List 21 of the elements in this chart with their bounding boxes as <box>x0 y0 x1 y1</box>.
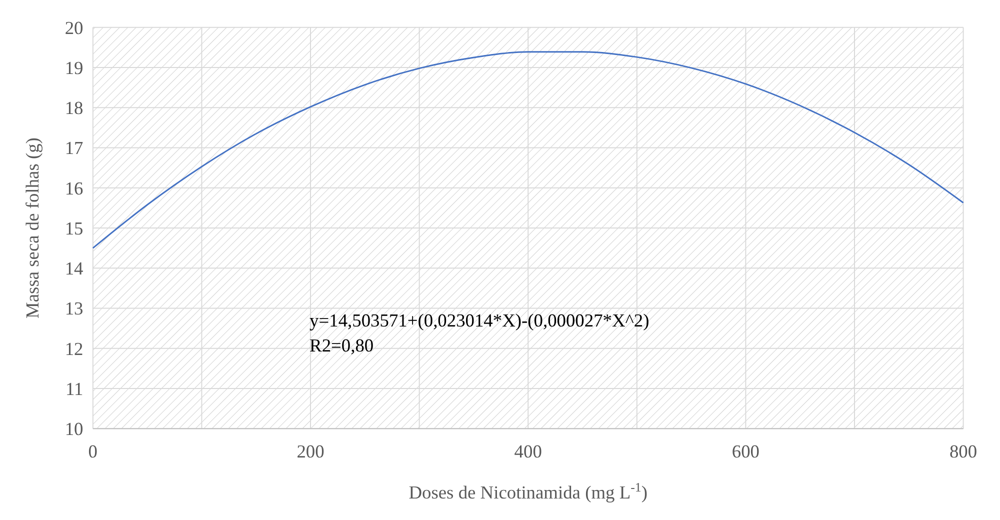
y-tick-label: 18 <box>64 98 84 118</box>
y-tick-label: 16 <box>64 178 84 198</box>
x-axis-title: Doses de Nicotinamida (mg L$^{-1}$) <box>408 480 648 502</box>
y-tick-label: 11 <box>65 378 84 399</box>
annotation: y=14,503571+(0,023014*X)-(0,000027*X^2) <box>310 310 650 330</box>
y-tick-label: 12 <box>64 338 84 359</box>
y-tick-label: 10 <box>64 419 84 440</box>
x-tick-label: 600 <box>732 442 760 462</box>
y-tick-label: 14 <box>64 258 84 279</box>
y-tick-label: 17 <box>64 138 84 158</box>
y-axis-title: Massa seca de folhas (g) <box>22 138 43 318</box>
y-tick-label: 15 <box>64 218 84 238</box>
line-series <box>92 51 964 249</box>
y-tick-label: 19 <box>64 58 84 78</box>
x-tick-label: 200 <box>296 442 324 462</box>
x-tick-label: 800 <box>949 442 978 462</box>
annotation: R2=0,80 <box>310 336 374 356</box>
x-tick-label: 400 <box>514 442 542 462</box>
x-tick-label: 0 <box>88 442 98 462</box>
y-tick-label: 20 <box>64 18 84 38</box>
y-tick-label: 13 <box>64 298 84 319</box>
